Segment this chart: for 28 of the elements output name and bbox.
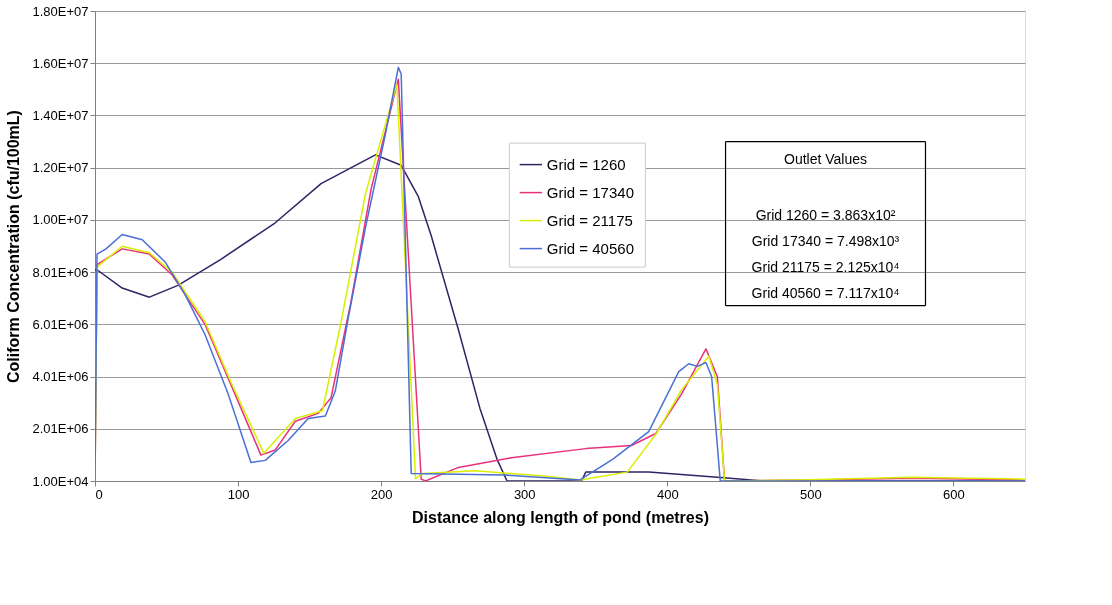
annotation: Grid 40560 = 7.117x10⁴	[751, 284, 900, 301]
y-tick-label: 1.20E+07	[32, 160, 89, 176]
x-tick-label: 100	[227, 486, 250, 502]
x-tick-label: 0	[95, 486, 103, 502]
y-tick-label: 1.40E+07	[32, 107, 89, 123]
legend-label: Grid = 40560	[546, 239, 635, 257]
y-tick-label: 1.00E+07	[32, 212, 89, 228]
annotation: Grid 17340 = 7.498x10³	[751, 232, 900, 249]
y-tick-label: 2.01E+06	[32, 421, 89, 437]
legend-label: Grid = 1260	[546, 155, 626, 173]
x-tick-label: 400	[656, 486, 679, 502]
y-tick-label: 6.01E+06	[32, 316, 89, 332]
x-tick-label: 600	[943, 486, 965, 502]
y-tick-label: 1.60E+07	[32, 55, 89, 71]
y-tick-label: 1.00E+04	[32, 473, 89, 489]
x-tick-label: 300	[513, 486, 536, 502]
legend-label: Grid = 17340	[546, 183, 635, 201]
annotation: Outlet Values	[784, 150, 868, 167]
y-tick-label: 4.01E+06	[32, 369, 89, 385]
annotation: Grid 1260 = 3.863x10²	[755, 206, 896, 223]
x-tick-label: 500	[800, 486, 822, 502]
legend-label: Grid = 21175	[546, 211, 633, 229]
x-tick-label: 200	[370, 486, 393, 502]
annotation: Grid 21175 = 2.125x10⁴	[751, 258, 900, 275]
y-tick-label: 8.01E+06	[32, 264, 89, 280]
x-axis-title: Distance along length of pond (metres)	[412, 508, 709, 526]
y-tick-label: 1.80E+07	[32, 3, 89, 19]
y-axis-title: Coliform Concentration (cfu/100mL)	[5, 110, 23, 383]
